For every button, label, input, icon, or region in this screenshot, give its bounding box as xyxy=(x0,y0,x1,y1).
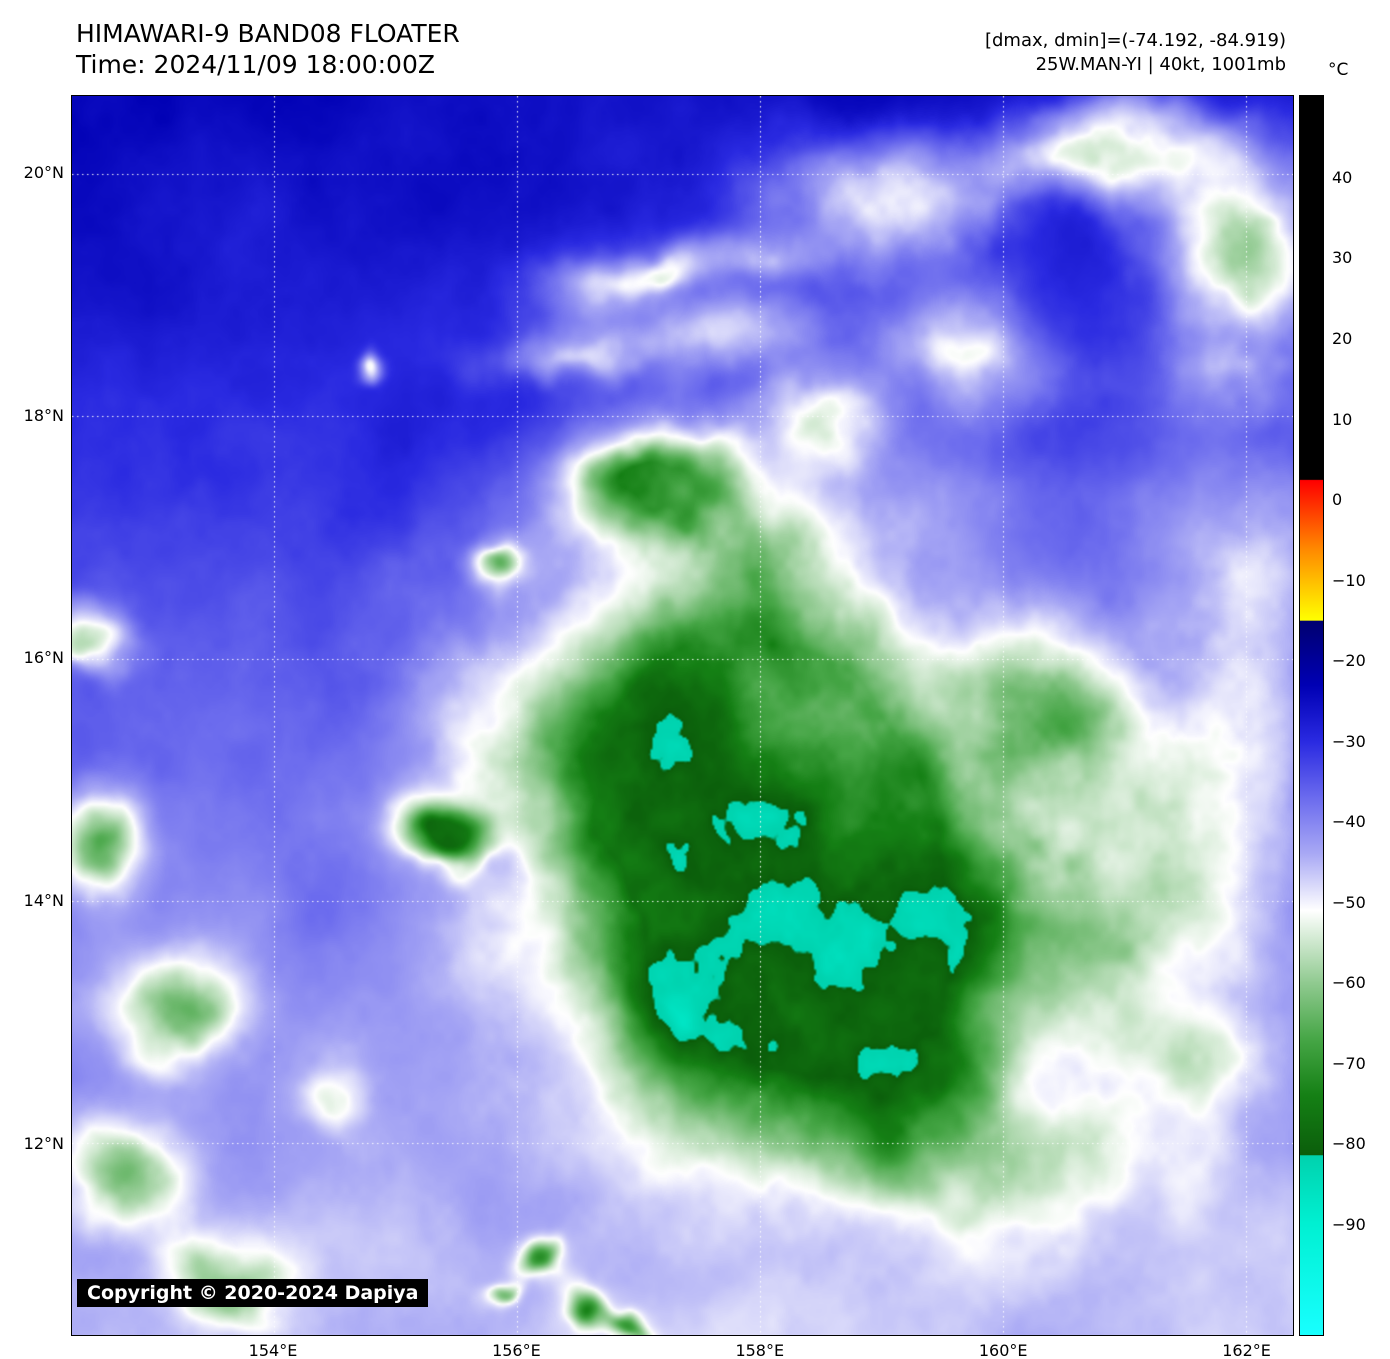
colorbar-gradient xyxy=(1299,95,1324,1336)
colorbar-tick-label: −30 xyxy=(1332,731,1366,751)
lat-tick-label: 18°N xyxy=(23,405,64,425)
colorbar-tick-label: −20 xyxy=(1332,651,1366,671)
colorbar-tick-label: 20 xyxy=(1332,329,1353,348)
colorbar-tick-label: −40 xyxy=(1332,812,1366,832)
lon-tick-label: 156°E xyxy=(492,1341,541,1359)
satellite-map-plot: Copyright © 2020-2024 Dapiya xyxy=(71,95,1294,1336)
colorbar-tick-label: −50 xyxy=(1332,892,1366,912)
lat-tick-label: 16°N xyxy=(23,648,64,668)
colorbar-tick-label: −90 xyxy=(1332,1214,1366,1234)
dmax-dmin-annotation: [dmax, dmin]=(-74.192, -84.919) xyxy=(984,30,1286,51)
storm-info-annotation: 25W.MAN-YI | 40kt, 1001mb xyxy=(1035,54,1286,75)
colorbar-tick-label: 10 xyxy=(1332,409,1353,429)
lat-tick-label: 14°N xyxy=(23,891,64,911)
colorbar-tick-label: 0 xyxy=(1332,490,1343,510)
lat-tick-label: 20°N xyxy=(23,162,64,182)
lon-tick-label: 154°E xyxy=(248,1341,298,1359)
colorbar-tick-label: −70 xyxy=(1332,1053,1366,1073)
figure-time: Time: 2024/11/09 18:00:00Z xyxy=(76,50,435,79)
copyright-badge: Copyright © 2020-2024 Dapiya xyxy=(77,1279,429,1307)
colorbar-tick-label: −10 xyxy=(1332,570,1366,590)
lon-tick-label: 162°E xyxy=(1222,1341,1271,1359)
lat-tick-label: 12°N xyxy=(23,1134,64,1154)
colorbar-tick-label: −80 xyxy=(1332,1134,1366,1154)
colorbar-tick-label: 30 xyxy=(1332,248,1353,268)
colorbar-tick-label: −60 xyxy=(1332,973,1366,993)
satellite-image-canvas xyxy=(72,96,1293,1335)
colorbar-unit-label: °C xyxy=(1328,60,1349,80)
lon-tick-label: 158°E xyxy=(735,1341,785,1359)
figure-title: HIMAWARI-9 BAND08 FLOATER xyxy=(76,19,460,48)
lon-tick-label: 160°E xyxy=(978,1341,1028,1359)
colorbar-tick-label: 40 xyxy=(1332,167,1353,187)
